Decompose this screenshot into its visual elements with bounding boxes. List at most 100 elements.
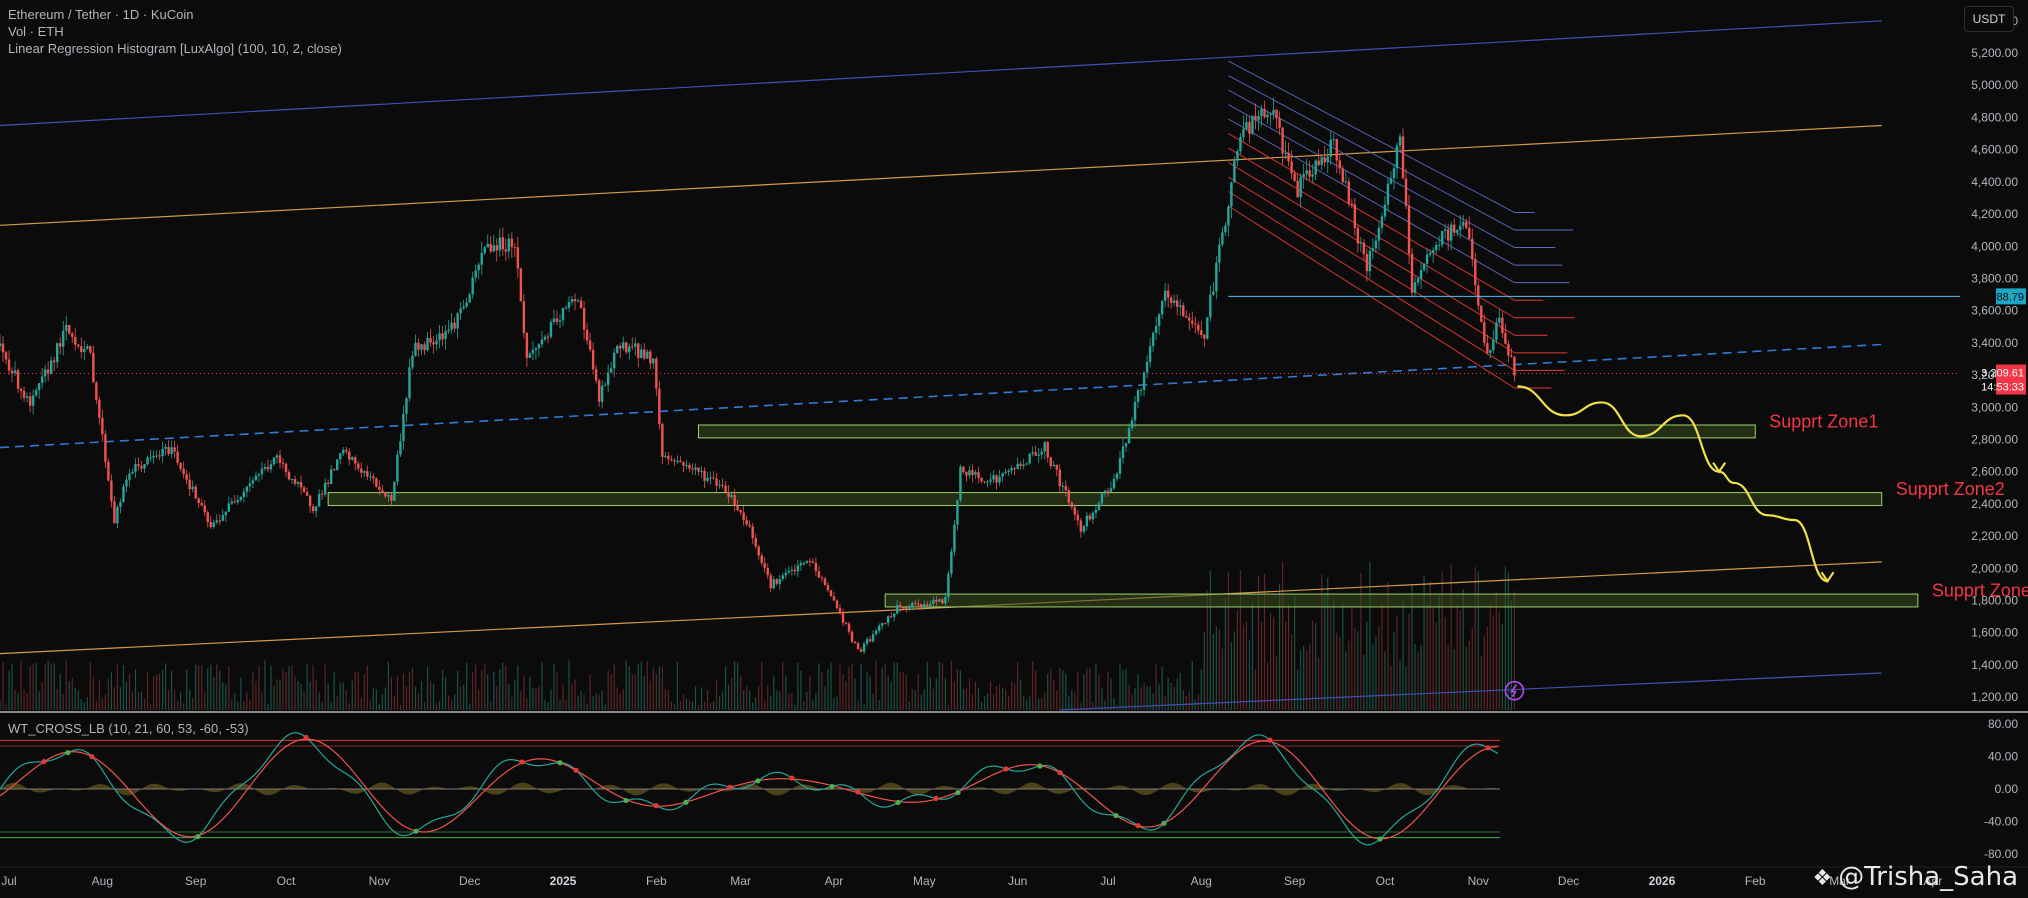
- volume-bar: [1411, 584, 1413, 710]
- candle-body: [22, 390, 26, 398]
- candle-body: [1389, 178, 1393, 184]
- candle-body: [354, 457, 357, 464]
- candle-body: [929, 603, 932, 606]
- candle-body: [221, 515, 224, 521]
- candle-body: [110, 480, 113, 502]
- candle-body: [513, 247, 517, 249]
- time-axis-label: May: [913, 874, 936, 888]
- candle-body: [609, 368, 613, 373]
- candle-body: [619, 345, 622, 349]
- volume-bar: [152, 676, 155, 710]
- candle-body: [950, 551, 953, 574]
- volume-bar: [273, 686, 275, 710]
- candle-body: [739, 510, 742, 513]
- volume-bar: [1035, 670, 1037, 710]
- candle-body: [37, 383, 41, 391]
- candle-body: [230, 501, 234, 504]
- candle-body: [1203, 334, 1206, 339]
- candle-body: [411, 355, 414, 368]
- candle-body: [1115, 473, 1119, 479]
- candle-body: [703, 470, 706, 481]
- candle-body: [899, 605, 902, 608]
- candle-body: [432, 342, 435, 345]
- candle-body: [441, 333, 444, 340]
- candle-body: [1374, 240, 1378, 249]
- candle-body: [814, 562, 818, 572]
- candle-body: [1338, 160, 1341, 169]
- candle-body: [381, 489, 384, 493]
- candle-body: [293, 479, 297, 484]
- volume-bar: [460, 686, 462, 710]
- candle-body: [417, 342, 420, 350]
- candle-body: [820, 577, 824, 579]
- candle-body: [260, 468, 264, 475]
- candle-body: [1085, 515, 1089, 527]
- volume-bar: [1251, 602, 1254, 710]
- volume-bar: [941, 663, 943, 710]
- volume-bar: [249, 700, 251, 710]
- candle-body: [194, 486, 197, 499]
- volume-bar: [1236, 610, 1239, 710]
- volume-bar: [131, 691, 134, 710]
- candle-body: [751, 526, 754, 538]
- volume-bar: [944, 678, 946, 710]
- volume-bar: [369, 700, 371, 710]
- candle-body: [838, 607, 842, 612]
- volume-bar: [315, 679, 317, 710]
- candle-body: [320, 493, 324, 495]
- volume-bar: [402, 673, 405, 710]
- volume-bar: [833, 697, 835, 710]
- volume-bar: [1074, 692, 1076, 710]
- volume-bar: [619, 693, 621, 710]
- candle-body: [829, 590, 833, 597]
- candle-body: [16, 370, 20, 389]
- candle-body: [573, 299, 577, 302]
- volume-bar: [734, 661, 736, 710]
- volume-bar: [219, 670, 221, 710]
- candle-body: [631, 346, 634, 348]
- volume-bar: [1113, 697, 1115, 710]
- candle-body: [266, 466, 270, 470]
- candle-body: [314, 506, 318, 512]
- volume-bar: [1357, 631, 1359, 710]
- candle-body: [980, 477, 983, 482]
- wt-cross-dot: [413, 828, 419, 834]
- volume-bar: [691, 701, 694, 710]
- candle-body: [1172, 300, 1176, 303]
- candle-body: [1477, 285, 1480, 306]
- candle-body: [122, 486, 125, 502]
- candle-body: [844, 622, 848, 624]
- volume-bar: [1327, 577, 1329, 710]
- candle-body: [694, 467, 697, 470]
- volume-bar: [1179, 672, 1181, 710]
- candle-body: [206, 512, 209, 523]
- volume-bar: [854, 678, 856, 710]
- candle-body: [616, 345, 619, 353]
- candle-body: [1049, 457, 1052, 466]
- volume-bar: [1101, 688, 1103, 710]
- candle-body: [1281, 127, 1284, 154]
- candle-body: [603, 384, 607, 386]
- volume-bar: [276, 679, 278, 710]
- candle-body: [1112, 478, 1116, 489]
- candle-body: [131, 471, 134, 474]
- volume-bar: [174, 690, 176, 710]
- candle-body: [594, 369, 598, 381]
- volume-bar: [1360, 573, 1362, 710]
- volume-bar: [1294, 596, 1296, 710]
- volume-bar: [1158, 684, 1160, 710]
- currency-button[interactable]: USDT: [1964, 6, 2014, 32]
- candle-body: [149, 457, 152, 459]
- candle-body: [781, 575, 784, 579]
- volume-bar: [1339, 636, 1341, 710]
- projection-path: [1517, 385, 1828, 583]
- volume-bar: [1492, 615, 1494, 710]
- volume-bar: [1023, 696, 1025, 710]
- candle-body: [59, 343, 62, 347]
- candle-body: [591, 349, 595, 370]
- volume-bar: [95, 700, 97, 710]
- candle-body: [787, 571, 791, 573]
- volume-bar: [1056, 690, 1058, 710]
